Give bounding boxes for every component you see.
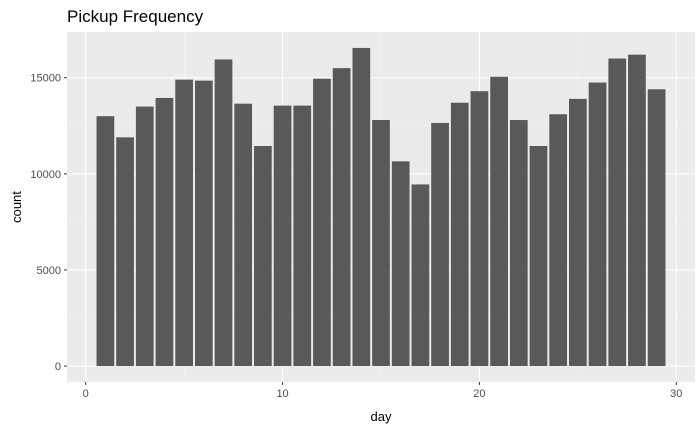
bar <box>490 76 508 367</box>
x-tick-label: 10 <box>276 388 288 400</box>
x-tick-label: 0 <box>83 388 89 400</box>
bar <box>194 80 213 367</box>
bar <box>569 98 587 367</box>
y-tick-label: 10000 <box>30 169 61 181</box>
bar <box>96 116 115 367</box>
bar <box>332 68 351 367</box>
bar <box>431 122 449 367</box>
bar <box>470 91 489 367</box>
chart-title: Pickup Frequency <box>67 7 204 26</box>
bar <box>352 47 371 367</box>
bar <box>529 145 548 367</box>
bar <box>588 82 607 367</box>
bar <box>135 106 154 367</box>
bar <box>549 114 568 367</box>
bar <box>214 59 233 367</box>
x-tick-label: 20 <box>473 388 485 400</box>
x-axis-title: day <box>371 409 392 424</box>
bar <box>155 97 174 367</box>
bar <box>254 145 272 367</box>
bar <box>175 79 193 367</box>
bar <box>647 89 666 367</box>
y-tick-label: 5000 <box>37 265 61 277</box>
bars <box>96 47 666 367</box>
bar <box>628 54 646 367</box>
bar <box>509 120 528 367</box>
y-tick-label: 15000 <box>30 73 61 85</box>
bar <box>116 137 134 367</box>
bar <box>313 78 331 367</box>
bar <box>608 58 627 367</box>
x-axis: 0 10 20 30 <box>83 382 682 400</box>
bar <box>372 120 390 367</box>
bar <box>293 105 312 367</box>
bar <box>391 161 410 367</box>
bar <box>273 105 292 367</box>
y-axis-title: count <box>9 191 24 223</box>
bar <box>450 102 469 367</box>
x-tick-label: 30 <box>670 388 682 400</box>
bar <box>234 103 253 367</box>
bar <box>411 184 430 367</box>
y-axis: 0 5000 10000 15000 <box>30 73 67 373</box>
y-tick-label: 0 <box>55 361 61 373</box>
